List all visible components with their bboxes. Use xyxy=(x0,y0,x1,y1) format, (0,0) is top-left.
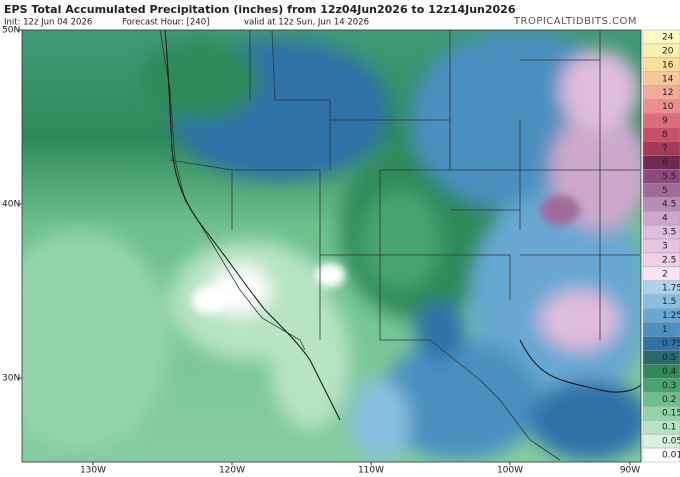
colorbar-label: 0.05 xyxy=(662,437,680,447)
colorbar-label: 12 xyxy=(662,88,673,98)
colorbar-label: 0.5 xyxy=(662,353,676,363)
lon-label: 90W xyxy=(620,466,640,476)
lon-label: 110W xyxy=(358,466,384,476)
colorbar-label: 7 xyxy=(662,144,668,154)
map xyxy=(22,30,641,462)
colorbar-label: 0.15 xyxy=(662,409,680,419)
colorbar-label: 0.75 xyxy=(662,339,680,349)
colorbar-label: 14 xyxy=(662,74,674,84)
colorbar-label: 20 xyxy=(662,46,674,56)
colorbar-label: 2 xyxy=(662,269,668,279)
lat-label: 30N xyxy=(2,374,20,384)
colorbar-label: 24 xyxy=(662,32,674,42)
colorbar-label: 5 xyxy=(662,186,668,196)
colorbar-label: 16 xyxy=(662,60,674,70)
colorbar-label: 5.5 xyxy=(662,172,676,182)
colorbar: 24 20 16 14 12 10 9 8 7 6 5.5 5 4.5 4 3.5 3 2.5 2 1.75 1.5 1… xyxy=(642,29,680,463)
colorbar-label: 2.5 xyxy=(662,255,676,265)
title: EPS Total Accumulated Precipitation (inc… xyxy=(4,3,516,16)
colorbar-label: 6 xyxy=(662,158,668,168)
colorbar-label: 0.2 xyxy=(662,395,676,405)
valid-time: valid at 12z Sun, Jun 14 2026 xyxy=(244,18,369,28)
colorbar-label: 1.75 xyxy=(662,283,680,293)
colorbar-label: 0.1 xyxy=(662,423,676,433)
colorbar-label: 1 xyxy=(662,325,668,335)
lat-label: 50N xyxy=(2,26,20,36)
colorbar-label: 8 xyxy=(662,130,668,140)
colorbar-label: 3.5 xyxy=(662,228,676,238)
colorbar-label: 0.4 xyxy=(662,367,677,377)
colorbar-label: 3 xyxy=(662,242,668,252)
lat-label: 40N xyxy=(2,200,20,210)
lon-label: 100W xyxy=(497,466,523,476)
colorbar-label: 0.01 xyxy=(662,451,680,461)
colorbar-label: 9 xyxy=(662,116,668,126)
lon-label: 130W xyxy=(80,466,106,476)
forecast-hour: Forecast Hour: [240] xyxy=(122,18,209,28)
colorbar-label: 1.25 xyxy=(662,311,680,321)
colorbar-cell xyxy=(642,447,680,463)
axis-labels: 50N 40N 30N 130W 120W 110W 100W 90W xyxy=(2,26,640,476)
map-frame xyxy=(21,29,642,463)
colorbar-label: 4.5 xyxy=(662,200,676,210)
init: Init: 12z Jun 04 2026 xyxy=(4,18,92,28)
colorbar-label: 10 xyxy=(662,102,674,112)
watermark: TROPICALTIDBITS.COM xyxy=(513,16,637,27)
colorbar-label: 1.5 xyxy=(662,297,676,307)
colorbar-label: 0.3 xyxy=(662,381,676,391)
lon-label: 120W xyxy=(219,466,245,476)
colorbar-label: 4 xyxy=(662,214,668,224)
